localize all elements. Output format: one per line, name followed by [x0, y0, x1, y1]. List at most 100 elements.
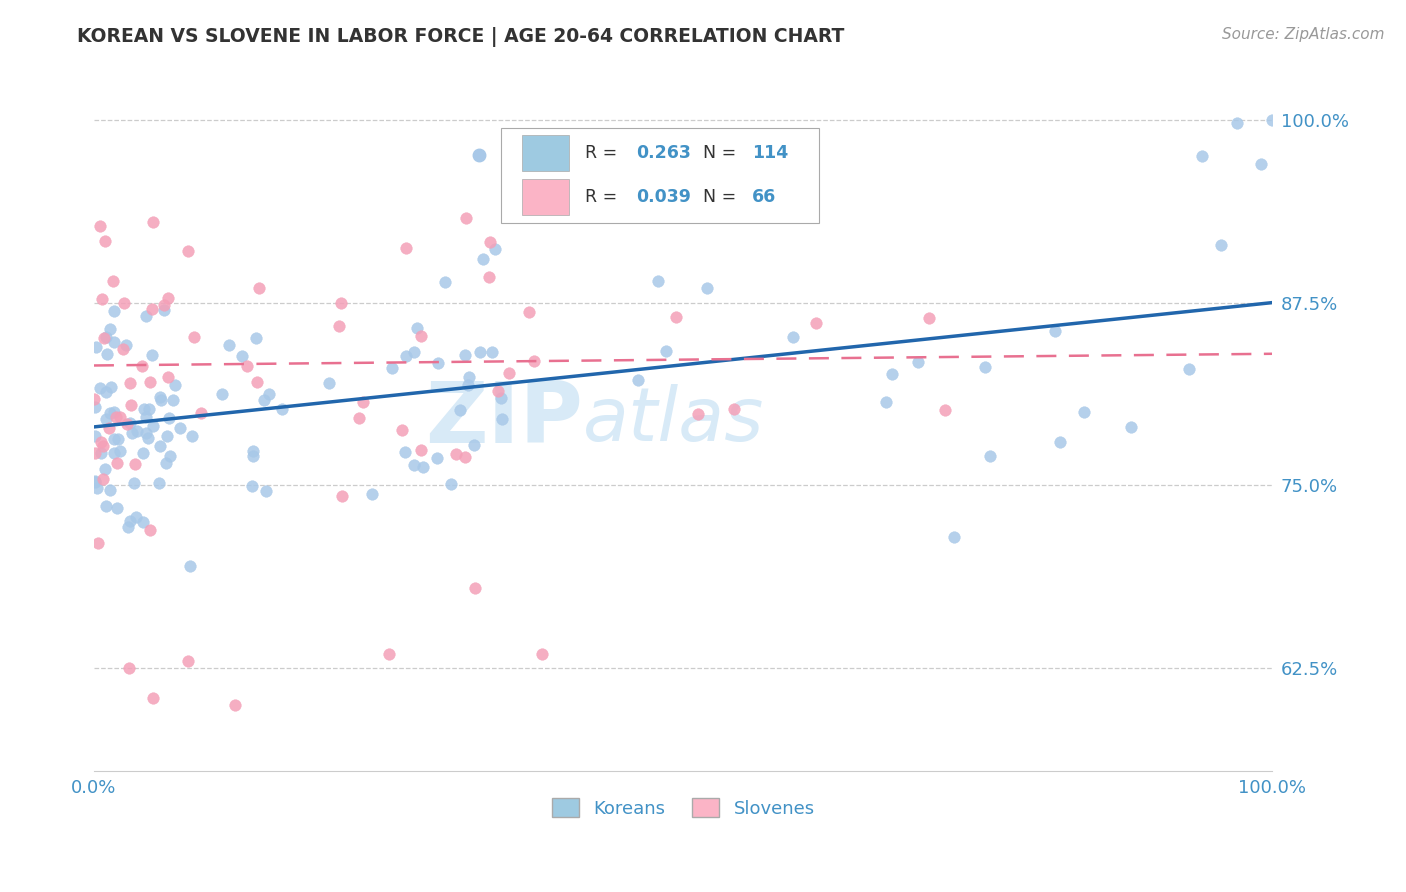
- Point: [153, 298, 176, 312]
- Point: [349, 410, 371, 425]
- Point: [1226, 115, 1249, 129]
- Text: ZIP: ZIP: [425, 378, 583, 461]
- Point: [484, 242, 506, 256]
- Point: [84, 400, 107, 414]
- Point: [131, 359, 153, 374]
- Point: [94, 500, 117, 514]
- Point: [162, 392, 184, 407]
- Point: [328, 319, 350, 334]
- Point: [89, 381, 111, 395]
- Text: 0.263: 0.263: [636, 144, 690, 161]
- Point: [240, 479, 263, 493]
- Point: [446, 447, 468, 461]
- Point: [111, 342, 134, 356]
- Point: [426, 451, 449, 466]
- Point: [686, 408, 709, 422]
- Point: [454, 450, 477, 465]
- Point: [98, 322, 121, 336]
- Point: [1119, 420, 1142, 434]
- Text: N =: N =: [703, 188, 742, 206]
- Text: atlas: atlas: [583, 384, 765, 456]
- Point: [391, 423, 413, 437]
- Point: [647, 274, 669, 288]
- Point: [1073, 405, 1095, 419]
- Point: [426, 356, 449, 370]
- Point: [409, 443, 432, 458]
- Point: [103, 334, 125, 349]
- Point: [100, 380, 122, 394]
- Point: [177, 244, 200, 259]
- Point: [523, 354, 546, 368]
- Point: [1178, 362, 1201, 376]
- Point: [457, 377, 479, 392]
- Point: [723, 401, 745, 416]
- Point: [242, 449, 264, 463]
- Point: [177, 654, 200, 668]
- Point: [84, 341, 107, 355]
- Point: [377, 647, 399, 661]
- Point: [138, 401, 160, 416]
- Legend: Koreans, Slovenes: Koreans, Slovenes: [544, 791, 823, 825]
- Point: [83, 392, 105, 406]
- Point: [1049, 434, 1071, 449]
- Point: [105, 500, 128, 515]
- Point: [1250, 156, 1272, 170]
- Point: [118, 661, 141, 675]
- Point: [98, 421, 121, 435]
- Point: [86, 481, 108, 495]
- Point: [84, 446, 107, 460]
- Point: [875, 394, 897, 409]
- Point: [112, 296, 135, 310]
- Point: [433, 276, 456, 290]
- Point: [142, 215, 165, 229]
- Point: [453, 348, 475, 362]
- Point: [103, 405, 125, 419]
- Point: [665, 310, 688, 325]
- Point: [149, 439, 172, 453]
- Point: [696, 281, 718, 295]
- Point: [498, 366, 520, 380]
- Point: [457, 369, 479, 384]
- Point: [103, 432, 125, 446]
- Point: [110, 444, 132, 458]
- Point: [120, 398, 142, 412]
- Point: [880, 367, 903, 381]
- Point: [94, 412, 117, 426]
- Text: R =: R =: [585, 144, 623, 161]
- Point: [934, 402, 956, 417]
- Point: [471, 252, 494, 266]
- Point: [782, 330, 804, 344]
- Text: 66: 66: [752, 188, 776, 206]
- Point: [115, 417, 138, 431]
- Point: [440, 476, 463, 491]
- Point: [159, 449, 181, 463]
- Point: [530, 647, 553, 661]
- Point: [163, 378, 186, 392]
- Point: [105, 409, 128, 424]
- Point: [135, 425, 157, 440]
- Point: [91, 439, 114, 453]
- Point: [169, 421, 191, 435]
- Point: [411, 329, 433, 343]
- Point: [136, 431, 159, 445]
- Point: [156, 291, 179, 305]
- Point: [103, 304, 125, 318]
- Point: [918, 310, 941, 325]
- Point: [121, 426, 143, 441]
- Point: [93, 331, 115, 345]
- Point: [139, 523, 162, 537]
- Point: [183, 330, 205, 344]
- Point: [103, 274, 125, 288]
- Point: [224, 698, 246, 712]
- Point: [402, 345, 425, 359]
- Point: [117, 519, 139, 533]
- Point: [132, 446, 155, 460]
- Point: [352, 394, 374, 409]
- FancyBboxPatch shape: [501, 128, 818, 223]
- Point: [91, 472, 114, 486]
- Point: [1191, 149, 1213, 163]
- Point: [253, 392, 276, 407]
- Point: [141, 348, 163, 362]
- Point: [94, 234, 117, 248]
- Point: [1043, 325, 1066, 339]
